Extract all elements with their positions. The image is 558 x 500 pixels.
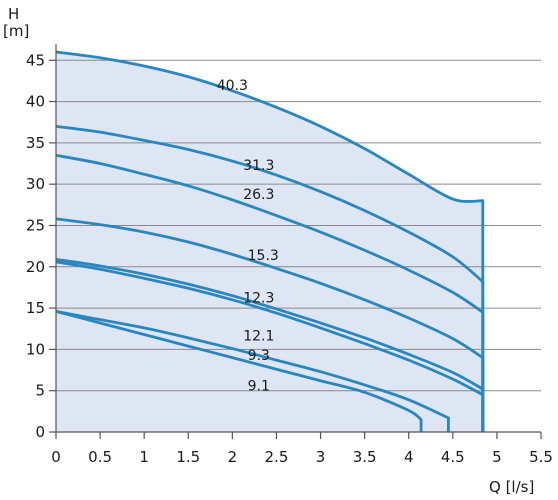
curve-label-12-1: 12.1 xyxy=(243,328,274,344)
x-tick-label-4: 4 xyxy=(404,448,414,466)
x-tick-label-3-5: 3.5 xyxy=(353,448,377,466)
y-tick-label-10: 10 xyxy=(26,340,45,358)
y-tick-label-40: 40 xyxy=(26,93,45,111)
x-tick-label-2: 2 xyxy=(228,448,238,466)
curve-label-15-3: 15.3 xyxy=(248,248,279,264)
x-tick-label-5: 5 xyxy=(492,448,502,466)
x-tick-label-0-5: 0.5 xyxy=(88,448,112,466)
y-axis-title: H xyxy=(8,5,19,23)
curve-9-3 xyxy=(55,310,450,432)
y-tick-label-15: 15 xyxy=(26,299,45,317)
y-tick-label-0: 0 xyxy=(35,423,45,441)
curve-12-3 xyxy=(55,257,485,432)
curve-label-40-3: 40.3 xyxy=(217,78,248,94)
label-layer: 40.3 31.3 26.3 15.3 12.3 12.1 9.3 9.1 xyxy=(217,78,279,395)
y-axis-unit: [m] xyxy=(3,22,29,40)
x-tick-label-2-5: 2.5 xyxy=(265,448,289,466)
curve-label-9-3: 9.3 xyxy=(248,348,270,364)
x-tick-label-0: 0 xyxy=(51,448,61,466)
y-tick-label-35: 35 xyxy=(26,134,45,152)
curve-40-3 xyxy=(55,50,485,432)
curve-layer xyxy=(55,50,485,432)
x-tick-label-1-5: 1.5 xyxy=(176,448,200,466)
y-tick-label-30: 30 xyxy=(26,175,45,193)
x-axis-title: Q [l/s] xyxy=(489,478,534,496)
y-tick-label-25: 25 xyxy=(26,216,45,234)
curve-15-3 xyxy=(55,217,485,432)
y-tick-label-5: 5 xyxy=(35,382,45,400)
x-tick-label-1: 1 xyxy=(139,448,149,466)
curve-label-26-3: 26.3 xyxy=(243,187,274,203)
curve-label-31-3: 31.3 xyxy=(243,158,274,174)
y-tick-label-20: 20 xyxy=(26,258,45,276)
curve-26-3 xyxy=(55,153,485,432)
curve-9-1 xyxy=(55,310,423,432)
axis-layer: 0 5 10 15 20 25 30 35 40 45 0 0.5 1 1.5 2 2.5 3 3.5 4 4.5 5 5… xyxy=(26,44,553,466)
x-tick-label-4-5: 4.5 xyxy=(441,448,465,466)
curve-31-3 xyxy=(55,124,485,432)
curve-12-1 xyxy=(55,260,485,432)
x-tick-label-5-5: 5.5 xyxy=(529,448,553,466)
y-tick-label-45: 45 xyxy=(26,51,45,69)
operating-area-fill xyxy=(56,52,483,432)
curve-label-12-3: 12.3 xyxy=(243,290,274,306)
curve-label-9-1: 9.1 xyxy=(248,379,270,395)
x-tick-label-3: 3 xyxy=(316,448,326,466)
